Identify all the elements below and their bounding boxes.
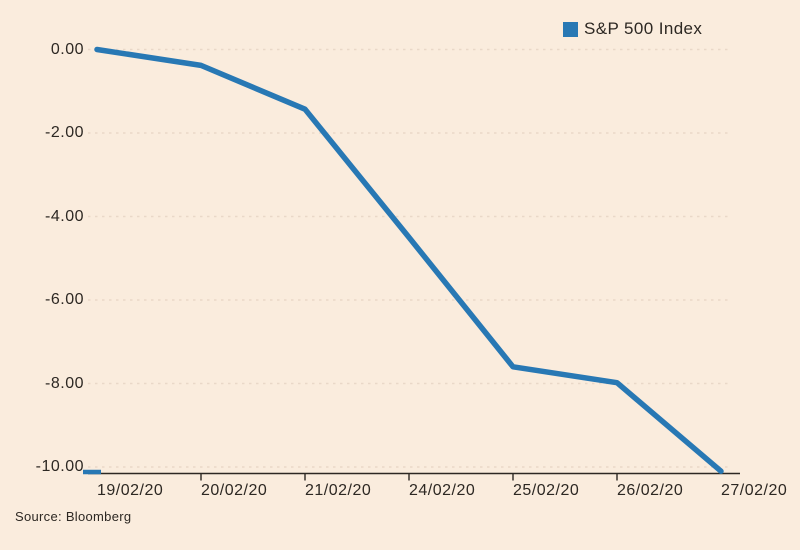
y-tick-label: 0.00 (50, 40, 84, 58)
legend[interactable]: S&P 500 Index (563, 18, 702, 40)
x-tick-label: 25/02/20 (513, 482, 580, 499)
legend-label: S&P 500 Index (584, 19, 703, 38)
y-tick-label: -2.00 (45, 124, 84, 141)
x-tick-label: 21/02/20 (305, 482, 372, 499)
x-tick-label: 27/02/20 (721, 482, 788, 499)
y-tick-label: -4.00 (45, 207, 84, 225)
x-tick-label: 24/02/20 (409, 482, 476, 499)
source-credit: Source: Bloomberg (15, 509, 132, 524)
series-line-sp500 (94, 46, 724, 474)
legend-swatch-icon (563, 21, 578, 37)
x-tick-label: 26/02/20 (617, 482, 684, 499)
x-tick-label: 20/02/20 (201, 482, 268, 499)
y-tick-label: -8.00 (45, 374, 84, 392)
y-tick-label: -10.00 (35, 458, 84, 475)
y-tick-label: -6.00 (45, 291, 84, 308)
x-tick-label: 19/02/20 (97, 482, 164, 499)
